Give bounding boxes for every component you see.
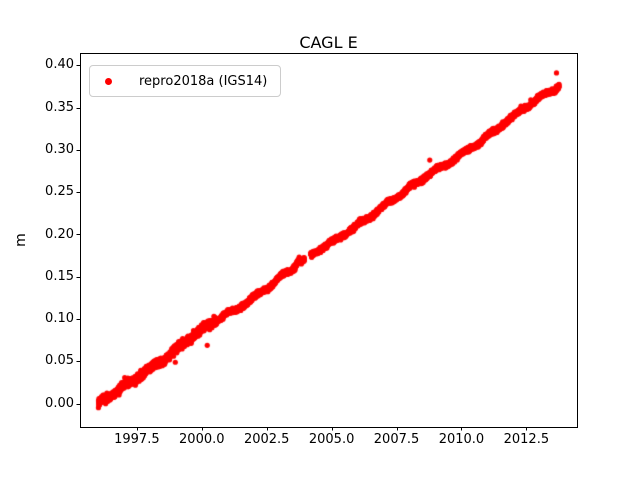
legend-label: repro2018a (IGS14) xyxy=(139,73,268,89)
y-tick-label: 0.05 xyxy=(45,353,74,369)
legend-marker-icon xyxy=(105,77,112,85)
x-tick-label: 2007.5 xyxy=(373,432,420,447)
y-tick-label: 0.25 xyxy=(45,184,74,200)
y-tick-label: 0.00 xyxy=(45,395,74,411)
x-tick-label: 1997.5 xyxy=(114,432,160,447)
y-tick-label: 0.20 xyxy=(45,226,74,242)
x-tick-label: 2010.0 xyxy=(438,432,485,447)
y-tick-label: 0.35 xyxy=(45,99,74,115)
x-tick-label: 2005.0 xyxy=(308,432,355,447)
y-tick-label: 0.40 xyxy=(45,57,74,73)
x-tick-label: 2000.0 xyxy=(179,432,225,447)
legend: repro2018a (IGS14) xyxy=(89,65,281,97)
y-tick-label: 0.15 xyxy=(45,268,74,284)
y-tick-label: 0.10 xyxy=(45,311,74,327)
y-tick-label: 0.30 xyxy=(45,141,74,157)
x-tick-label: 2012.5 xyxy=(503,432,550,447)
x-tick-label: 2002.5 xyxy=(243,432,290,447)
